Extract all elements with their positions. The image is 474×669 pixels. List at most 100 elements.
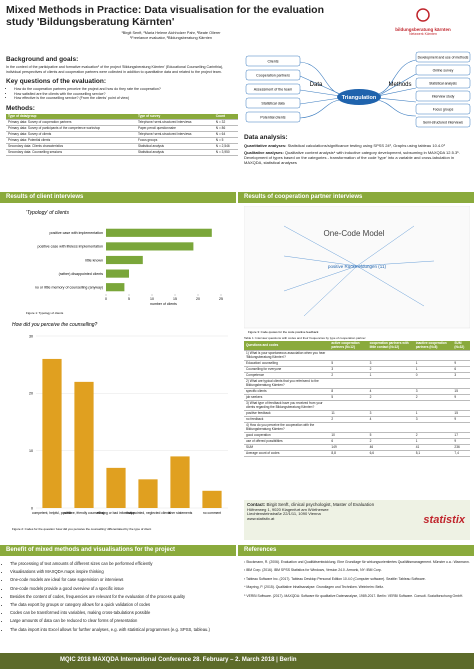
bar bbox=[106, 255, 143, 265]
cell: N = 64 bbox=[213, 131, 238, 138]
source-box bbox=[245, 111, 301, 123]
heading: Methods: bbox=[6, 104, 35, 112]
source-box bbox=[245, 69, 301, 81]
source-box bbox=[245, 83, 301, 95]
cell: 2 bbox=[367, 366, 414, 373]
cell: 2) What are typical clients that you ref… bbox=[244, 378, 330, 389]
benefit: Large amounts of data can be reduced to … bbox=[10, 617, 236, 625]
cell: 4 bbox=[367, 416, 414, 423]
question: How effective is the counselling service… bbox=[14, 96, 238, 101]
cell: 9 bbox=[452, 438, 470, 445]
cell bbox=[452, 422, 470, 433]
cell: 2 bbox=[367, 394, 414, 401]
column-header: Type of data/group bbox=[6, 113, 136, 120]
cell: 5 bbox=[329, 360, 368, 367]
question: How satisfied are the clients with the c… bbox=[14, 92, 238, 97]
cell: job seekers bbox=[244, 394, 330, 401]
cell: 1 bbox=[413, 410, 453, 417]
cell: 1) What is your spontaneous association … bbox=[244, 350, 330, 361]
cell bbox=[367, 378, 414, 389]
y-tick-label: (rather) disappointed clients bbox=[59, 272, 104, 276]
heading: Data analysis: bbox=[244, 134, 288, 141]
model-title: One-Code Model bbox=[324, 229, 385, 238]
row: Primary data: Survey of clients Telephone… bbox=[6, 131, 238, 138]
x-axis-label: number of clients bbox=[150, 302, 177, 306]
key-questions: How do the cooperation partners perceive… bbox=[6, 87, 238, 101]
heading: Background and goals: bbox=[6, 56, 79, 63]
method-box bbox=[415, 64, 471, 76]
cell: Statistical analysis bbox=[135, 143, 214, 150]
column-header: cooperation partners with little contact… bbox=[367, 340, 414, 351]
cell: 15 bbox=[452, 388, 470, 395]
benefit: One-code models provide a good overview … bbox=[10, 585, 236, 593]
cell: 9 bbox=[452, 416, 470, 423]
method-box bbox=[415, 77, 471, 89]
benefit: Visualisations with MAXQDA maps inspire … bbox=[10, 568, 236, 576]
cell: 3) What type of feedback have you receiv… bbox=[244, 400, 330, 411]
cell bbox=[367, 400, 414, 411]
row: Competence 2 1 0 3 bbox=[244, 372, 470, 379]
source-box bbox=[245, 97, 301, 109]
benefit: One-code models are ideal for case super… bbox=[10, 576, 236, 584]
reference: ¹ Stockmann, R. (2006). Evaluation und Q… bbox=[244, 560, 470, 564]
analysis-label: Qualitative analyses: bbox=[244, 150, 284, 155]
cell bbox=[367, 422, 414, 433]
frame bbox=[244, 206, 470, 329]
perception-chart: How did you perceive the counselling? 0 10… bbox=[12, 322, 228, 531]
logo-text: bildungsberatung kärnten bbox=[395, 27, 451, 32]
x-tick-label: 20 bbox=[196, 297, 200, 301]
y-tick-label: 10 bbox=[29, 449, 33, 453]
heading: Key questions of the evaluation: bbox=[6, 78, 107, 86]
column-header: SUM (N=32) bbox=[452, 340, 470, 351]
row: Primary data: Potential clients Focus gro… bbox=[6, 137, 238, 144]
bar bbox=[106, 467, 126, 508]
cell: Counselling for everyone bbox=[244, 366, 330, 373]
cell: 4) How do you perceive the cooperation w… bbox=[244, 422, 330, 433]
references: ¹ Stockmann, R. (2006). Evaluation und Q… bbox=[244, 560, 470, 602]
row: Primary data: Survey of participants of … bbox=[6, 125, 238, 132]
cell: 8 bbox=[329, 388, 368, 395]
cell bbox=[413, 400, 453, 411]
bar bbox=[106, 283, 125, 292]
analysis-text: Qualitative content analysis⁴ with induc… bbox=[244, 150, 460, 165]
row: job seekers 5 2 2 9 bbox=[244, 394, 470, 401]
question: How do the cooperation partners perceive… bbox=[14, 87, 238, 92]
header-row: Type of data/group Type of survey Count bbox=[6, 113, 238, 120]
cell: 17 bbox=[452, 432, 470, 439]
contact-line: Liechtensteinstraße 22/1/11, 1090 Vienna bbox=[247, 511, 321, 517]
cell: 9 bbox=[452, 360, 470, 367]
source-label: Potential clients bbox=[260, 116, 285, 120]
column-header: Count bbox=[213, 113, 238, 120]
cell: Telephone/ semi-structured interviews bbox=[135, 131, 214, 138]
cell: Paper-pencil questionnaire bbox=[135, 125, 214, 132]
codes-table: Questions and codes active cooperation pa… bbox=[244, 340, 470, 457]
title: Mixed Methods in Practice: Data visualis… bbox=[6, 4, 324, 28]
cell: SUM bbox=[244, 444, 330, 451]
cell: positive feedback bbox=[244, 410, 330, 417]
row: 4) How do you perceive the cooperation w… bbox=[244, 422, 470, 433]
y-tick-label: positive case with lifeless implementati… bbox=[37, 245, 103, 249]
cell: no feedback bbox=[244, 416, 330, 423]
row: use of offered possibilities 6 2 1 9 bbox=[244, 438, 470, 445]
logo: bildungsberatung kärnten Netzwerk Kärnte… bbox=[378, 8, 468, 36]
x-tick-label: missing or bad information bbox=[97, 511, 136, 515]
center-node bbox=[337, 89, 381, 105]
column-header: Questions and codes bbox=[244, 340, 330, 351]
row: specific clients 8 4 3 15 bbox=[244, 388, 470, 395]
cell: 3 bbox=[367, 360, 414, 367]
cell: 9 bbox=[452, 394, 470, 401]
connector bbox=[377, 59, 417, 117]
cell bbox=[413, 350, 453, 361]
cell bbox=[329, 350, 368, 361]
method-label: Semi-structured interviews bbox=[423, 121, 463, 125]
contact-line: www.statistix.at bbox=[247, 515, 275, 521]
caption: Figure 2: Codes for the question 'How di… bbox=[12, 527, 151, 531]
cell: 3 bbox=[452, 372, 470, 379]
cell: 5 bbox=[367, 432, 414, 439]
cell: Primary data: Potential clients bbox=[6, 137, 136, 144]
methods-table: Type of data/group Type of survey Count Pri… bbox=[6, 113, 238, 156]
cell: 6 bbox=[329, 438, 368, 445]
triangulation-diagram: Triangulation Data Methods Clients Cooper… bbox=[245, 51, 471, 128]
caption: Table 1: Interview questions with codes … bbox=[244, 336, 366, 340]
